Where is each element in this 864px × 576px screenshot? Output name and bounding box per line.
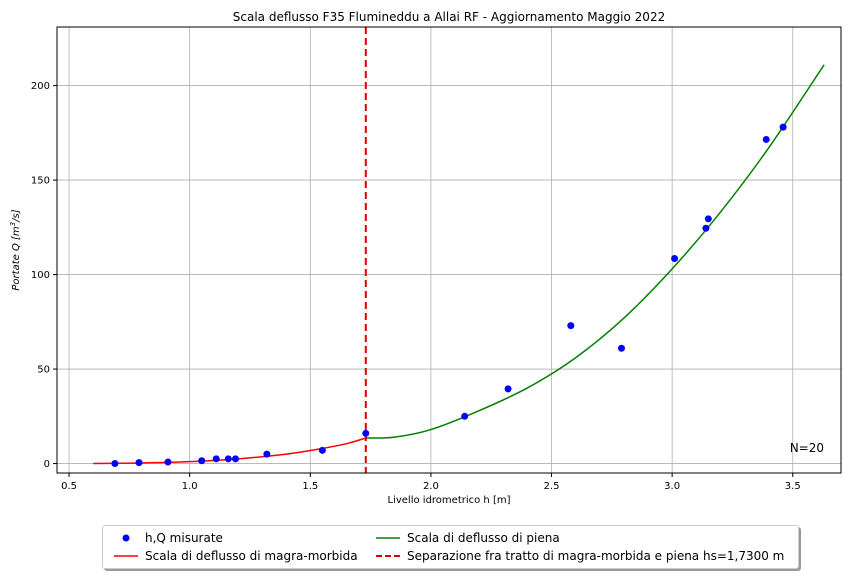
chart-title: Scala deflusso F35 Flumineddu a Allai RF… [233, 10, 665, 24]
data-point [762, 135, 770, 143]
axis-ticks: 0.5 1.0 1.5 2.0 2.5 3.0 3.5 0 50 100 150 200 [31, 81, 801, 492]
y-tick-label: 150 [31, 176, 50, 187]
x-tick-label: 0.5 [61, 481, 77, 492]
grid [57, 27, 841, 473]
plot-area [57, 27, 841, 473]
data-point [224, 455, 232, 463]
data-point [671, 255, 679, 263]
data-point [504, 385, 512, 393]
x-tick-label: 2.5 [544, 481, 560, 492]
data-point [198, 457, 206, 465]
x-tick-label: 1.0 [182, 481, 198, 492]
data-point [567, 322, 575, 330]
x-tick-label: 2.0 [423, 481, 439, 492]
legend-item-high: Scala di deflusso di piena [375, 529, 560, 545]
legend-key-points [113, 530, 139, 546]
data-point [263, 450, 271, 458]
count-annotation: N=20 [790, 441, 824, 455]
y-axis-label-suffix: /s] [11, 209, 22, 223]
data-point [135, 459, 143, 467]
y-tick-label: 200 [31, 81, 50, 92]
data-point [362, 429, 370, 437]
curve-high-flow [365, 64, 825, 439]
data-point [111, 460, 119, 468]
legend-item-points: h,Q misurate [113, 529, 223, 545]
y-axis-label-sup: 3 [9, 222, 17, 226]
plot-frame [56, 26, 842, 474]
y-axis-label: Portate Q [m3/s] [9, 209, 22, 290]
legend-label-separator: Separazione fra tratto di magra-morbida … [407, 548, 785, 563]
legend-label-high: Scala di deflusso di piena [407, 530, 560, 545]
legend: h,Q misurate Scala di deflusso di magra-… [102, 525, 799, 569]
curve-low-flow [93, 437, 366, 465]
legend-key-low [113, 548, 139, 564]
x-tick-label: 3.0 [664, 481, 680, 492]
data-point [704, 215, 712, 223]
data-point [617, 344, 625, 352]
legend-item-separator: Separazione fra tratto di magra-morbida … [375, 547, 784, 563]
curves [93, 27, 825, 473]
x-tick-label: 1.5 [302, 481, 318, 492]
legend-label-points: h,Q misurate [145, 530, 223, 545]
x-axis-label: Livello idrometrico h [m] [388, 495, 511, 506]
data-point [232, 455, 240, 463]
data-point [702, 224, 710, 232]
legend-label-low: Scala di deflusso di magra-morbida [145, 548, 358, 563]
data-point [779, 123, 787, 131]
legend-item-low: Scala di deflusso di magra-morbida [113, 547, 358, 563]
y-axis-label-prefix: Portate Q [m [11, 226, 22, 291]
data-points [111, 123, 787, 468]
data-point [318, 446, 326, 454]
x-tick-label: 3.5 [785, 481, 801, 492]
y-tick-label: 0 [44, 459, 50, 470]
data-point [164, 458, 172, 466]
legend-key-separator [375, 548, 401, 564]
data-point [461, 412, 469, 420]
legend-key-high [375, 530, 401, 546]
y-tick-label: 50 [37, 365, 50, 376]
data-point [212, 455, 220, 463]
y-tick-label: 100 [31, 270, 50, 281]
